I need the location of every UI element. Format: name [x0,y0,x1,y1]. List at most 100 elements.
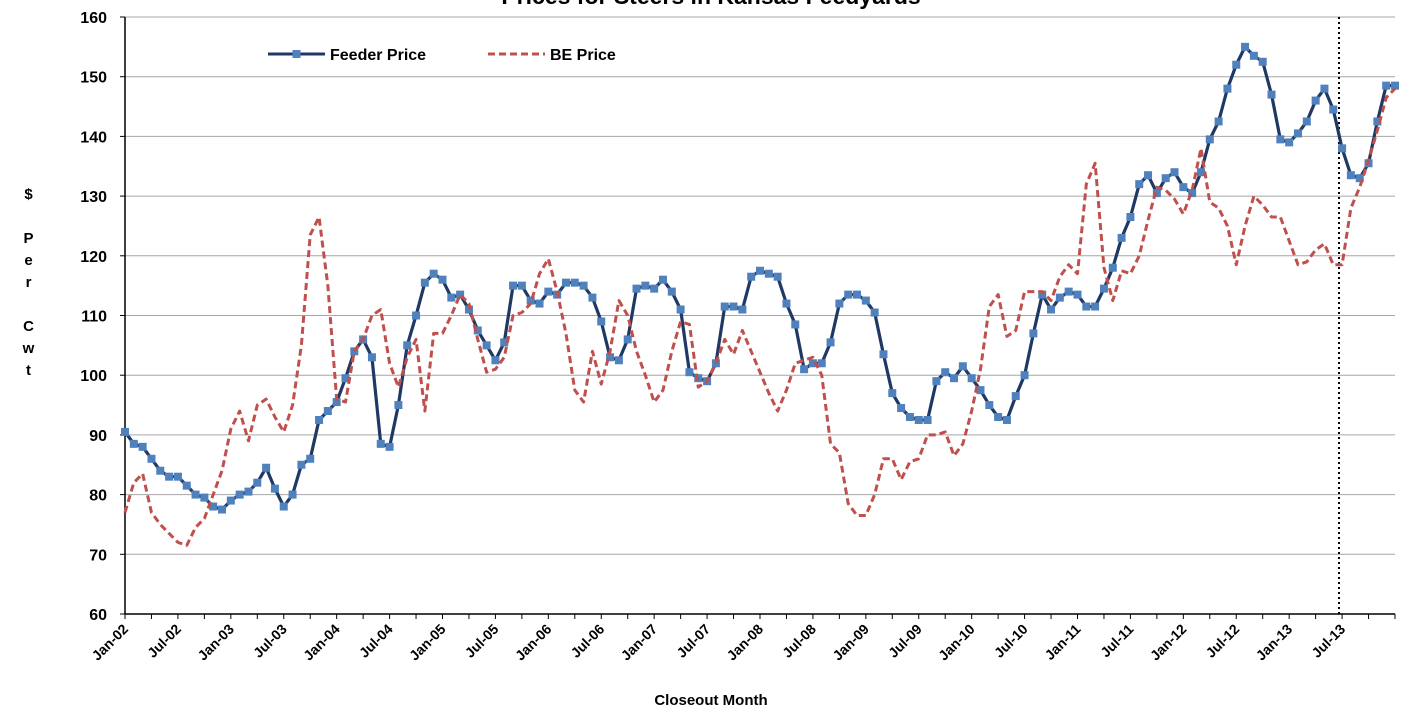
marker [923,415,932,424]
marker [306,454,315,463]
marker [262,463,271,472]
marker [1126,212,1135,221]
marker [129,439,138,448]
marker [738,305,747,314]
marker [650,284,659,293]
marker [200,493,209,502]
marker [1267,90,1276,99]
x-tick-label: Jan-09 [829,621,872,664]
marker [623,335,632,344]
marker [1285,138,1294,147]
x-tick-label: Jan-02 [88,621,131,664]
marker [844,290,853,299]
marker [491,356,500,365]
y-tick-label: 70 [89,547,107,564]
marker [1382,81,1391,90]
marker [394,401,403,410]
marker [500,338,509,347]
marker [1223,84,1232,93]
x-tick-label: Jul-11 [1097,621,1137,661]
chart-title: Prices for Steers in Kansas Feedyards [501,0,920,9]
marker [1038,290,1047,299]
marker [1117,233,1126,242]
marker [332,398,341,407]
marker [985,401,994,410]
marker [614,356,623,365]
marker [270,484,279,493]
marker [385,442,394,451]
marker [253,478,262,487]
marker [173,472,182,481]
marker [1135,180,1144,189]
marker [182,481,191,490]
marker [1338,144,1347,153]
x-tick-label: Jul-10 [991,621,1031,661]
marker [756,266,764,275]
x-tick-label: Jan-03 [194,621,237,664]
marker [1108,263,1117,272]
marker [218,505,227,514]
marker [209,502,218,511]
marker [685,368,694,377]
marker [597,317,606,326]
x-tick-label: Jul-03 [250,621,290,661]
x-tick-label: Jan-10 [935,621,978,664]
marker [526,296,535,305]
marker [244,487,253,496]
series-line [123,87,1397,547]
marker [1188,189,1197,198]
marker [941,368,950,377]
legend-label: Feeder Price [330,47,426,64]
marker [138,442,147,451]
x-tick-label: Jan-08 [723,621,766,664]
marker [1099,284,1108,293]
marker [808,359,817,368]
marker [1152,189,1161,198]
marker [835,299,844,308]
marker [1196,168,1205,177]
marker [561,278,570,287]
marker [544,287,553,296]
marker [1346,171,1355,180]
marker [420,278,429,287]
x-tick-label: Jan-11 [1041,621,1083,663]
marker [747,272,756,281]
y-tick-label: 80 [89,488,107,505]
marker [967,374,976,383]
marker [1249,51,1258,60]
marker [773,272,782,281]
x-tick-label: Jul-05 [462,621,502,661]
marker [279,502,288,511]
marker [1002,415,1011,424]
marker [1170,168,1179,177]
marker [1293,129,1302,138]
y-tick-label: 140 [80,129,107,146]
marker [994,412,1003,421]
x-axis-title: Closeout Month [654,692,767,709]
marker [121,427,129,436]
marker [958,362,967,371]
marker [570,278,579,287]
y-tick-label: 120 [80,249,107,266]
legend-marker [292,50,301,58]
legend-label: BE Price [550,47,616,64]
marker [1302,117,1311,126]
marker [235,490,244,499]
marker [473,326,482,335]
marker [791,320,800,329]
x-tick-label: Jul-08 [779,621,819,661]
marker [914,415,923,424]
marker [1241,42,1250,51]
marker [1179,183,1188,192]
marker [950,374,959,383]
marker [1091,302,1100,311]
marker [288,490,297,499]
marker [509,281,518,290]
series-line [123,45,1395,512]
marker [905,412,914,421]
legend-item: BE Price [488,47,616,64]
marker [165,472,174,481]
marker [888,389,897,398]
marker [341,374,350,383]
